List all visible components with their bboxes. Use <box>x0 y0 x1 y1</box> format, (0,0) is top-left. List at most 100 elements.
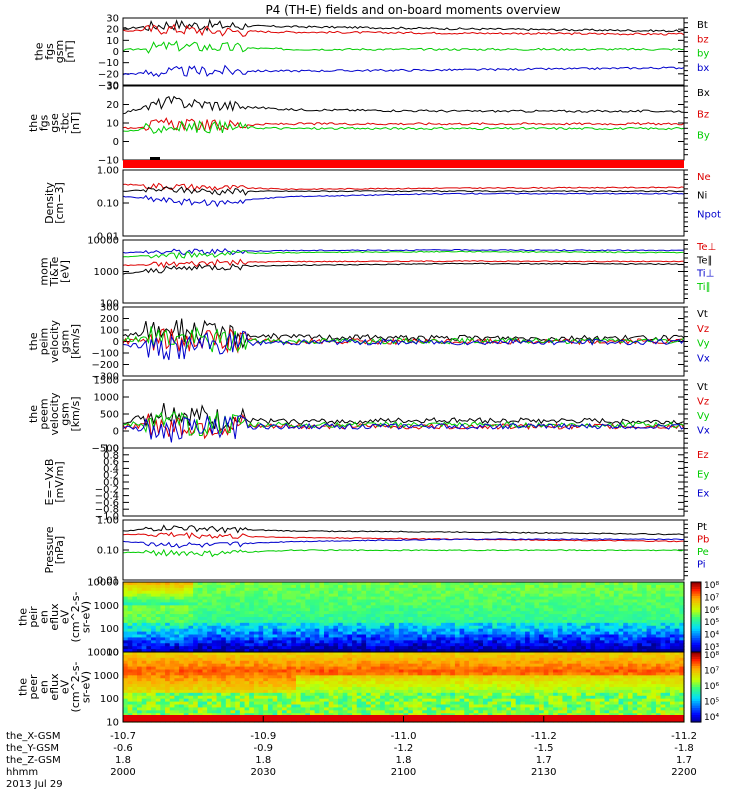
spectrogram-cell <box>511 634 517 639</box>
spectrogram-cell <box>440 643 447 647</box>
spectrogram-cell <box>412 631 419 636</box>
spectrogram-cell <box>440 625 447 630</box>
spectrogram-cell <box>141 622 147 627</box>
spectrogram-cell <box>188 611 194 615</box>
spectrogram-cell <box>366 611 372 615</box>
spectrogram-cell <box>627 631 634 636</box>
spectrogram-cell <box>132 619 138 624</box>
spectrogram-cell <box>300 710 306 714</box>
spectrogram-cell <box>310 619 316 624</box>
spectrogram-cell <box>253 605 260 609</box>
spectrogram-cell <box>272 628 278 633</box>
y-tick-label: 20 <box>106 25 119 36</box>
spectrogram-cell <box>595 593 601 598</box>
spectrogram-cell <box>459 614 465 618</box>
spectrogram-cell <box>539 622 545 627</box>
spectrogram-cell <box>370 663 377 668</box>
spectrogram-cell <box>665 614 671 618</box>
spectrogram-cell <box>216 619 222 624</box>
spectrogram-cell <box>403 684 409 688</box>
spectrogram-cell <box>389 631 395 636</box>
spectrogram-cell <box>627 611 634 615</box>
spectrogram-cell <box>197 678 204 682</box>
spectrogram-cell <box>183 687 190 691</box>
spectrogram-cell <box>281 587 288 592</box>
spectrogram-cell <box>165 695 171 700</box>
spectrogram-cell <box>539 640 545 644</box>
spectrogram-cell <box>165 631 171 636</box>
spectrogram-cell <box>123 622 129 627</box>
y-tick-label: 1.00 <box>97 166 119 177</box>
spectrogram-cell <box>426 672 433 676</box>
spectrogram-cell <box>342 596 348 601</box>
spectrogram-cell <box>314 631 320 636</box>
spectrogram-cell <box>426 634 433 639</box>
spectrogram-cell <box>422 672 428 676</box>
spectrogram-cell <box>660 611 666 615</box>
plot-area <box>122 318 685 361</box>
legend-entry: Te⊥ <box>696 242 716 253</box>
spectrogram-cell <box>123 634 129 639</box>
spectrogram-cell <box>230 593 236 598</box>
spectrogram-cell <box>585 643 592 647</box>
spectrogram-cell <box>426 689 433 694</box>
spectrogram-cell <box>468 617 475 621</box>
spectrogram-cell <box>342 689 348 694</box>
colorbar-cell <box>691 631 701 634</box>
spectrogram-cell <box>613 649 620 653</box>
spectrogram-cell <box>506 617 512 621</box>
spectrogram-cell <box>160 678 166 682</box>
colorbar-cell <box>691 600 701 604</box>
spectrogram-cell <box>267 619 274 624</box>
spectrogram-cell <box>197 614 204 618</box>
spectrogram-cell <box>380 582 386 586</box>
spectrogram-cell <box>221 605 227 609</box>
spectrogram-cell <box>398 654 405 659</box>
spectrogram-cell <box>314 622 320 627</box>
spectrogram-cell <box>216 681 222 685</box>
spectrogram-cell <box>253 622 260 627</box>
spectrogram-cell <box>637 622 643 627</box>
y-tick-label: 100 <box>100 299 119 310</box>
spectrogram-cell <box>188 681 194 685</box>
spectrogram-cell <box>361 596 367 601</box>
spectrogram-cell <box>230 643 236 647</box>
spectrogram-cell <box>543 617 550 621</box>
spectrogram-cell <box>193 617 199 621</box>
spectrogram-cell <box>295 663 302 668</box>
spectrogram-cell <box>160 637 166 641</box>
spectrogram-cell <box>445 593 451 598</box>
spectrogram-cell <box>281 614 288 618</box>
spectrogram-cell <box>183 672 190 676</box>
spectrogram-cell <box>319 637 325 641</box>
spectrogram-cell <box>539 605 545 609</box>
spectrogram-cell <box>412 701 419 706</box>
spectrogram-cell <box>450 666 456 671</box>
spectrogram-cell <box>417 687 423 691</box>
spectrogram-cell <box>384 689 391 694</box>
spectrogram-cell <box>571 649 578 653</box>
spectrogram-cell <box>179 669 185 674</box>
spectrogram-cell <box>426 582 433 586</box>
y-tick-label: 100 <box>100 694 119 705</box>
spectrogram-cell <box>235 593 241 598</box>
spectrogram-cell <box>244 584 250 589</box>
spectrogram-cell <box>305 637 311 641</box>
spectrogram-cell <box>235 701 241 706</box>
spectrogram-cell <box>207 707 213 711</box>
spectrogram-cell <box>160 649 166 653</box>
spectrogram-cell <box>183 617 190 621</box>
spectrogram-cell <box>197 675 204 679</box>
spectrogram-cell <box>258 625 264 630</box>
spectrogram-cell <box>436 605 442 609</box>
spectrogram-cell <box>310 675 316 679</box>
spectrogram-cell <box>225 678 232 682</box>
legend-entry: bz <box>697 34 709 45</box>
spectrogram-cell <box>534 587 540 592</box>
spectrogram-cell <box>235 675 241 679</box>
spectrogram-cell <box>319 631 325 636</box>
spectrogram-cell <box>338 710 344 714</box>
spectrogram-cell <box>613 605 620 609</box>
spectrogram-cell <box>412 587 419 592</box>
spectrogram-cell <box>422 692 428 697</box>
